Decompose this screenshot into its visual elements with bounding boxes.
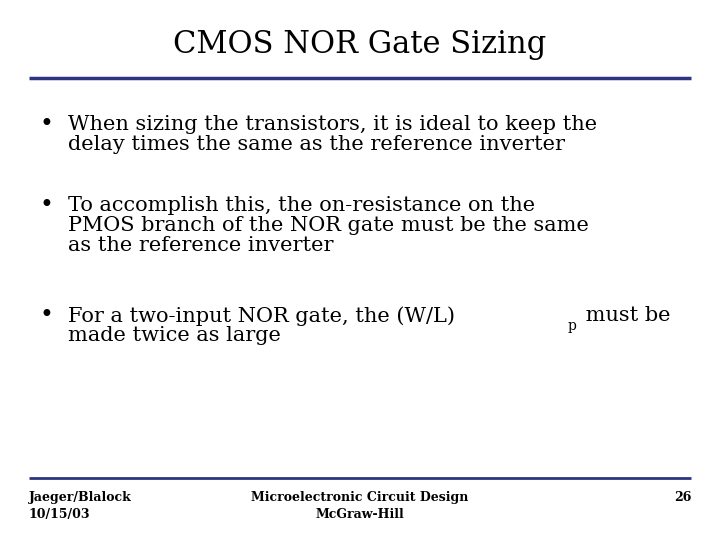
Text: Jaeger/Blalock: Jaeger/Blalock	[29, 491, 132, 504]
Text: delay times the same as the reference inverter: delay times the same as the reference in…	[68, 134, 565, 154]
Text: p: p	[568, 319, 577, 333]
Text: To accomplish this, the on-resistance on the: To accomplish this, the on-resistance on…	[68, 195, 536, 215]
Text: must be: must be	[579, 306, 671, 326]
Text: CMOS NOR Gate Sizing: CMOS NOR Gate Sizing	[174, 29, 546, 60]
Text: as the reference inverter: as the reference inverter	[68, 235, 334, 255]
Text: 10/15/03: 10/15/03	[29, 508, 90, 521]
Text: •: •	[40, 194, 53, 217]
Text: 26: 26	[674, 491, 691, 504]
Text: Microelectronic Circuit Design: Microelectronic Circuit Design	[251, 491, 469, 504]
Text: McGraw-Hill: McGraw-Hill	[315, 508, 405, 521]
Text: made twice as large: made twice as large	[68, 326, 282, 346]
Text: For a two-input NOR gate, the (W/L): For a two-input NOR gate, the (W/L)	[68, 306, 455, 326]
Text: PMOS branch of the NOR gate must be the same: PMOS branch of the NOR gate must be the …	[68, 215, 589, 235]
Text: •: •	[40, 305, 53, 327]
Text: •: •	[40, 113, 53, 136]
Text: When sizing the transistors, it is ideal to keep the: When sizing the transistors, it is ideal…	[68, 114, 598, 134]
